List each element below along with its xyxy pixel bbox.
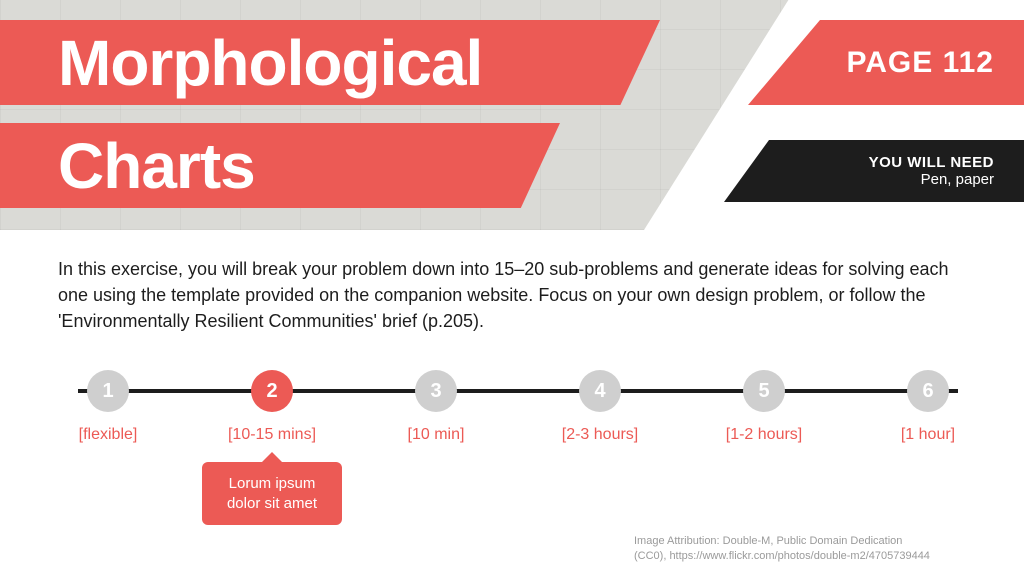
- exercise-description: In this exercise, you will break your pr…: [58, 256, 963, 334]
- title-band-1: Morphological: [0, 20, 660, 105]
- need-value: Pen, paper: [921, 171, 994, 188]
- title-line-1: Morphological: [58, 31, 482, 95]
- step-dot-5: 5: [743, 370, 785, 412]
- step-dot-1: 1: [87, 370, 129, 412]
- timeline-step-4: 4 [2-3 hours]: [550, 370, 650, 444]
- step-label-4: [2-3 hours]: [562, 426, 638, 444]
- hero-banner: Morphological Charts PAGE 112 YOU WILL N…: [0, 0, 1024, 230]
- attribution-line-2: (CC0), https://www.flickr.com/photos/dou…: [634, 549, 1004, 564]
- step-label-2: [10-15 mins]: [228, 426, 316, 444]
- timeline-step-1: 1 [flexible]: [58, 370, 158, 444]
- timeline-steps: 1[flexible]2[10-15 mins]Lorum ipsum dolo…: [58, 370, 978, 444]
- need-heading: YOU WILL NEED: [869, 154, 994, 171]
- timeline-step-2: 2[10-15 mins]Lorum ipsum dolor sit amet: [222, 370, 322, 444]
- attribution-line-1: Image Attribution: Double-M, Public Doma…: [634, 534, 1004, 549]
- step-label-1: [flexible]: [79, 426, 138, 444]
- step-label-3: [10 min]: [408, 426, 465, 444]
- you-will-need-band: YOU WILL NEED Pen, paper: [724, 140, 1024, 202]
- timeline: 1[flexible]2[10-15 mins]Lorum ipsum dolo…: [58, 370, 978, 444]
- step-dot-4: 4: [579, 370, 621, 412]
- step-callout: Lorum ipsum dolor sit amet: [202, 462, 342, 525]
- step-dot-6: 6: [907, 370, 949, 412]
- timeline-step-5: 5 [1-2 hours]: [714, 370, 814, 444]
- title-band-2: Charts: [0, 123, 560, 208]
- step-label-5: [1-2 hours]: [726, 426, 802, 444]
- image-attribution: Image Attribution: Double-M, Public Doma…: [634, 534, 1004, 564]
- timeline-step-3: 3 [10 min]: [386, 370, 486, 444]
- step-dot-3: 3: [415, 370, 457, 412]
- title-line-2: Charts: [58, 134, 255, 198]
- step-label-6: [1 hour]: [901, 426, 955, 444]
- page-number: PAGE 112: [846, 46, 994, 80]
- timeline-step-6: 6 [1 hour]: [878, 370, 978, 444]
- step-dot-2: 2: [251, 370, 293, 412]
